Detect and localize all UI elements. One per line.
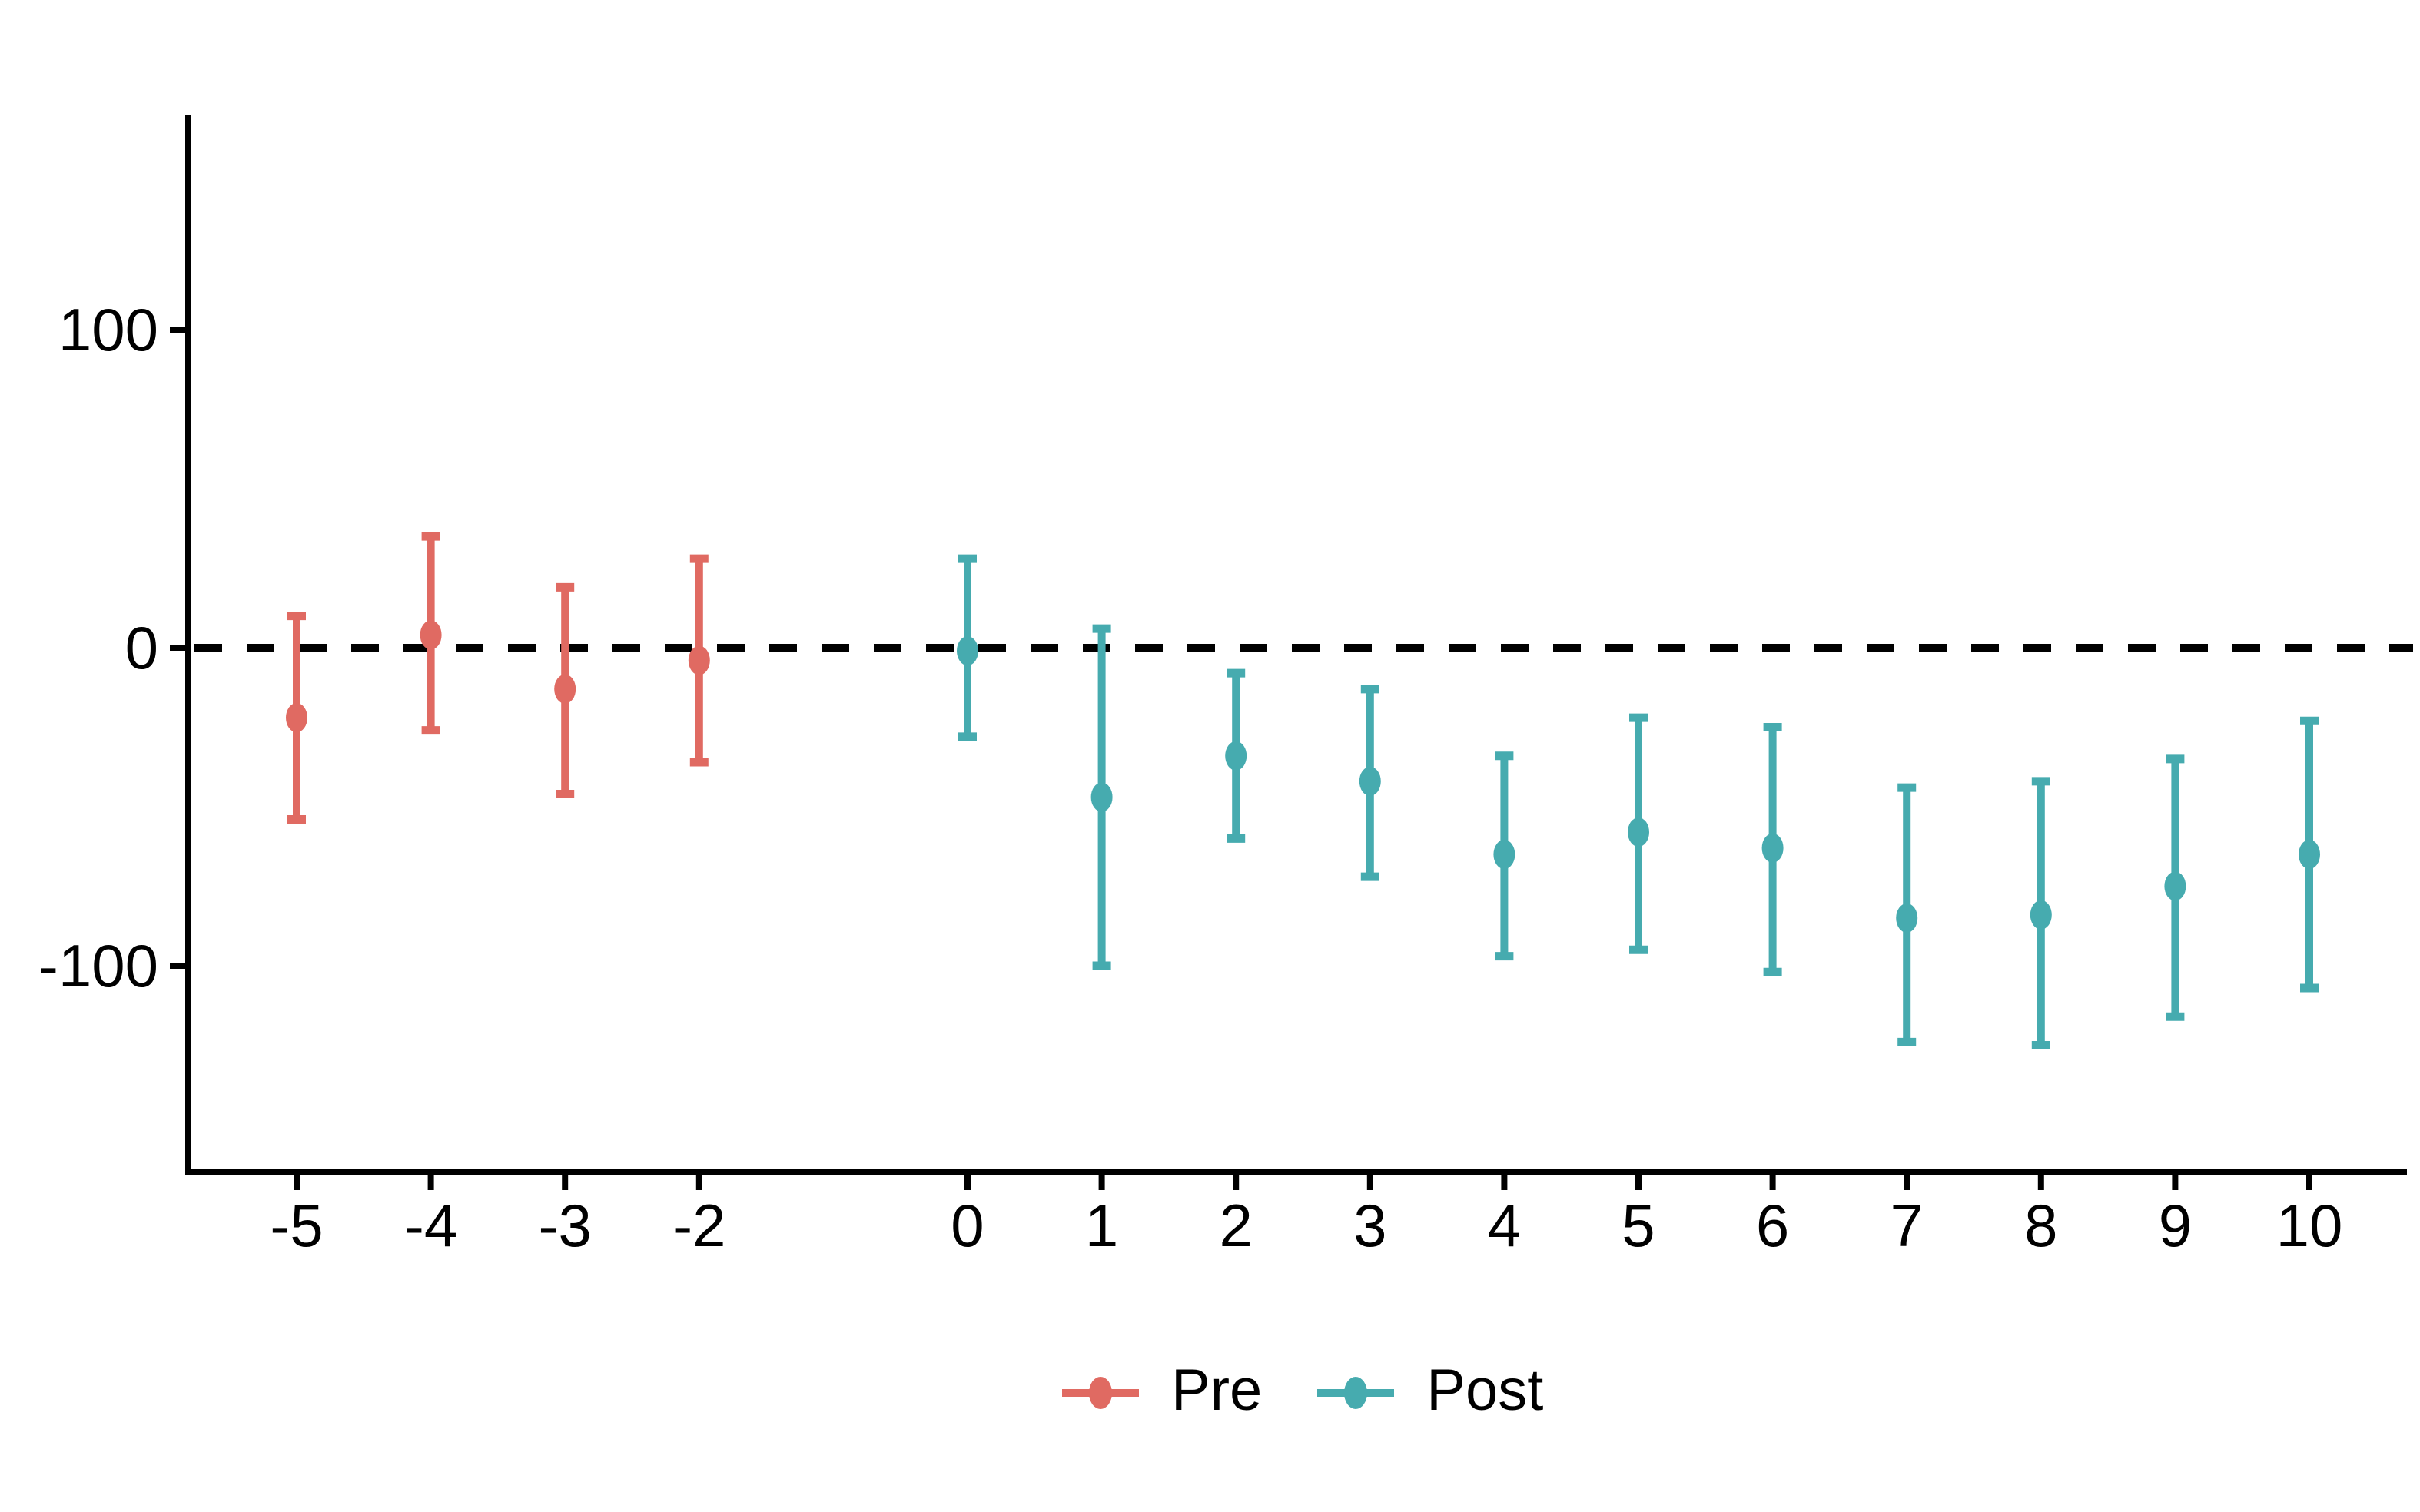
post-point-x3 [1359, 766, 1381, 796]
x-tick-label: -5 [270, 1192, 323, 1259]
pre-point-x-3 [554, 674, 576, 704]
legend-item-pre: Pre [1062, 1361, 1262, 1424]
axes-group [170, 115, 2407, 1190]
pre-point-x-5 [286, 703, 307, 733]
x-tick-label: 1 [1085, 1192, 1118, 1259]
legend-label-pre: Pre [1171, 1358, 1263, 1423]
pre-key-glyph [1062, 1376, 1139, 1410]
y-tick-label: 100 [58, 296, 158, 363]
pre-point-x-2 [688, 645, 710, 675]
x-tick-label: 0 [951, 1192, 984, 1259]
x-tick-label: 5 [1622, 1192, 1655, 1259]
legend-label-post: Post [1426, 1358, 1544, 1423]
legend: Pre Post [1062, 1361, 1543, 1424]
x-tick-label: 10 [2276, 1192, 2343, 1259]
series-group [286, 532, 2320, 1049]
post-point-x8 [2030, 900, 2052, 930]
post-key-dot-icon [1344, 1377, 1368, 1409]
x-tick-label: 2 [1220, 1192, 1253, 1259]
x-tick-label: -2 [672, 1192, 725, 1259]
x-tick-label: 4 [1488, 1192, 1521, 1259]
x-tick-label: 3 [1353, 1192, 1386, 1259]
x-tick-label: 6 [1756, 1192, 1789, 1259]
x-tick-label: 7 [1891, 1192, 1924, 1259]
post-point-x7 [1896, 903, 1918, 933]
x-tick-label: -4 [404, 1192, 457, 1259]
y-tick-label: -100 [38, 932, 158, 1000]
y-tick-label: 0 [125, 614, 158, 681]
post-point-x2 [1225, 741, 1247, 771]
x-tick-label: 8 [2024, 1192, 2057, 1259]
post-point-x10 [2299, 840, 2320, 870]
post-point-x0 [957, 636, 978, 666]
post-point-x1 [1090, 782, 1113, 812]
x-tick-label: 9 [2159, 1192, 2192, 1259]
pre-key-dot-icon [1089, 1377, 1112, 1409]
post-point-x4 [1493, 840, 1515, 870]
x-tick-label: -3 [539, 1192, 592, 1259]
pre-point-x-4 [420, 620, 442, 650]
post-point-x9 [2164, 871, 2186, 901]
post-point-x5 [1628, 817, 1649, 847]
post-point-x6 [1761, 833, 1784, 863]
axis-labels-group: 100 0 -100 -5 -4 -3 -2 0 1 2 3 4 5 6 7 8 9 10 [38, 296, 2343, 1259]
legend-item-post: Post [1317, 1361, 1543, 1424]
post-key-glyph [1317, 1376, 1395, 1410]
